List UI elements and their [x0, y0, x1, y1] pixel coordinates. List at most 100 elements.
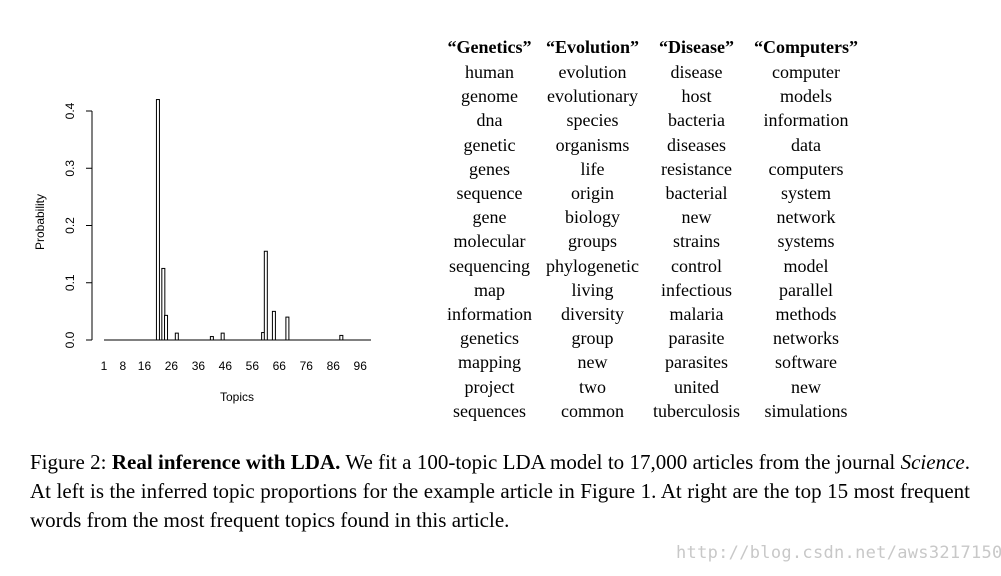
topic-word: information	[763, 110, 849, 131]
topic-word: genes	[469, 158, 510, 179]
topic-word-row: mapping new parasites software	[440, 350, 865, 374]
topic-word: bacterial	[665, 183, 728, 204]
topic-word-row: genetic organisms diseases data	[440, 133, 865, 157]
topic-word: origin	[571, 183, 614, 204]
topic-header-computers: “Computers”	[754, 37, 859, 57]
topic-word: bacteria	[668, 110, 725, 131]
topic-word: diversity	[561, 304, 624, 325]
topic-word: new	[577, 352, 608, 373]
topic-word-row: sequencing phylogenetic control model	[440, 254, 865, 278]
topic-word: phylogenetic	[546, 255, 639, 276]
y-tick-label: 0.4	[63, 102, 77, 119]
bar	[174, 332, 179, 341]
topic-word-row: molecular groups strains systems	[440, 229, 865, 253]
topic-word: evolution	[558, 62, 627, 82]
topic-word: group	[571, 328, 614, 349]
y-axis-label: Probability	[33, 194, 47, 250]
topic-word: data	[791, 134, 821, 155]
bar	[339, 334, 344, 341]
x-tick-label: 86	[327, 359, 341, 373]
caption-journal: Science	[900, 450, 965, 474]
topic-word: new	[681, 207, 712, 228]
topic-word: biology	[564, 207, 620, 228]
caption-prefix: Figure 2:	[30, 450, 112, 474]
topic-word: sequence	[456, 183, 523, 204]
topic-word: project	[464, 376, 515, 397]
topic-header-row: “Genetics” “Evolution” “Disease” “Comput…	[440, 34, 865, 60]
caption-text-1: We fit a 100-topic LDA model to 17,000 a…	[340, 450, 901, 474]
topic-word: disease	[670, 62, 723, 82]
bar	[161, 267, 166, 341]
y-tick-label: 0.2	[63, 217, 77, 234]
x-tick-label: 46	[219, 359, 233, 373]
topic-word: system	[781, 183, 832, 204]
topic-words-table: “Genetics” “Evolution” “Disease” “Comput…	[440, 34, 865, 423]
topic-words-body: human evolution disease computer genome evolu…	[440, 60, 865, 423]
bar	[155, 99, 160, 341]
topic-word-row: dna species bacteria information	[440, 108, 865, 132]
topic-word-row: genes life resistance computers	[440, 157, 865, 181]
x-tick-label: 56	[246, 359, 260, 373]
topic-word: resistance	[661, 158, 732, 179]
topic-word: computers	[768, 158, 844, 179]
topic-word: molecular	[453, 231, 526, 252]
topic-word-row: genetics group parasite networks	[440, 326, 865, 350]
bar	[285, 316, 290, 341]
topic-word: new	[791, 376, 822, 397]
topic-word: networks	[773, 328, 840, 349]
topic-word: parasite	[668, 328, 725, 349]
x-axis: 1 8 16 26 36 46 56 66 76 86 96	[101, 359, 368, 373]
topic-word: model	[783, 255, 829, 276]
topic-word: evolutionary	[547, 86, 638, 107]
topic-word-row: project two united new	[440, 375, 865, 399]
topic-word: information	[447, 304, 532, 325]
topic-word: two	[579, 376, 606, 397]
topic-word: human	[464, 62, 514, 82]
caption-text-2: . At left is the inferred topic proporti…	[30, 450, 970, 532]
topic-word: host	[681, 86, 712, 107]
bar	[271, 310, 276, 341]
bar	[220, 332, 225, 341]
topic-word: dna	[476, 110, 503, 131]
topic-word: sequencing	[449, 255, 530, 276]
topic-word: systems	[777, 231, 835, 252]
topic-word: network	[776, 207, 836, 228]
x-tick-label: 96	[354, 359, 368, 373]
y-tick-label: 0.1	[63, 274, 77, 291]
topic-word: united	[674, 376, 720, 397]
topic-word: infectious	[661, 279, 732, 300]
topic-word-row: map living infectious parallel	[440, 278, 865, 302]
x-tick-label: 66	[273, 359, 287, 373]
topic-word: tuberculosis	[653, 400, 741, 421]
topic-word: mapping	[457, 352, 521, 373]
topic-header-disease: “Disease”	[659, 37, 735, 57]
topic-word-row: gene biology new network	[440, 205, 865, 229]
topic-word: strains	[673, 231, 721, 252]
bars-group	[104, 99, 371, 341]
topic-word: common	[561, 400, 624, 421]
topic-word: organisms	[555, 134, 630, 155]
topic-proportion-chart: 0.0 0.1 0.2 0.3 0.4 1 8 16 26 36 46 56 66 76 86 96 Pro…	[33, 99, 371, 404]
topic-word: living	[571, 279, 614, 300]
topic-word: parallel	[779, 279, 833, 300]
topic-word: software	[775, 352, 837, 373]
topic-word: models	[780, 86, 833, 107]
topic-word: genetics	[460, 328, 519, 349]
topic-word: species	[566, 110, 619, 131]
topic-word: genome	[461, 86, 518, 107]
topic-header-evolution: “Evolution”	[545, 37, 640, 57]
topic-word: gene	[472, 207, 507, 228]
x-tick-label: 8	[120, 359, 127, 373]
y-tick-label: 0.0	[63, 331, 77, 348]
topic-word-row: information diversity malaria methods	[440, 302, 865, 326]
watermark-url: http://blog.csdn.net/aws3217150	[676, 543, 1001, 563]
bar	[164, 314, 169, 341]
topic-word: malaria	[669, 304, 724, 325]
bar	[209, 336, 214, 341]
topic-word-row: genome evolutionary host models	[440, 84, 865, 108]
topic-word: simulations	[764, 400, 848, 421]
x-tick-label: 76	[300, 359, 314, 373]
topic-header-genetics: “Genetics”	[447, 37, 532, 57]
topic-word-row: human evolution disease computer	[440, 60, 865, 84]
topic-word-row: sequences common tuberculosis simulations	[440, 399, 865, 423]
